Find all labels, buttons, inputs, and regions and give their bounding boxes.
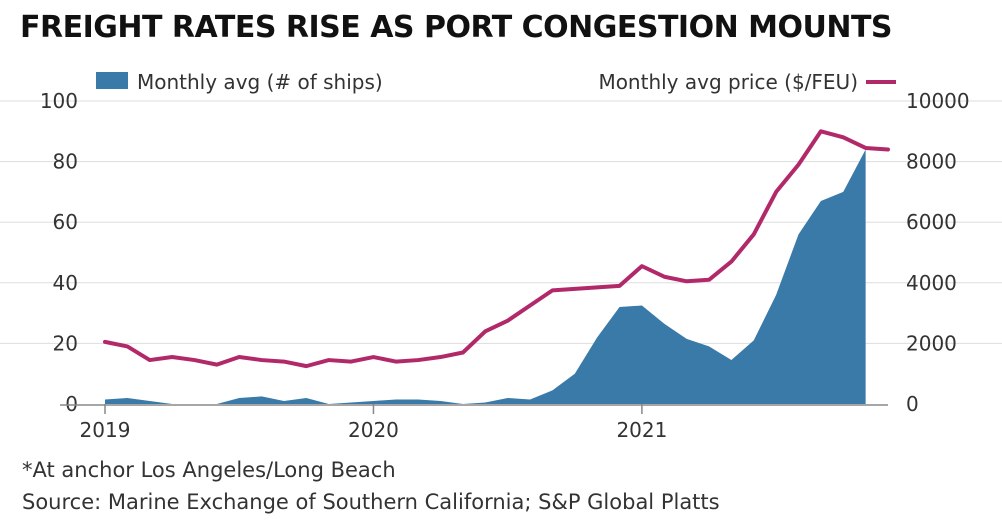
right-y-tick-label: 10000 <box>906 89 970 113</box>
left-y-tick-label: 100 <box>40 89 78 113</box>
legend: Monthly avg (# of ships) Monthly avg pric… <box>96 70 896 94</box>
left-y-tick-label: 0 <box>65 392 78 416</box>
source-note: Source: Marine Exchange of Southern Cali… <box>22 490 720 514</box>
right-y-tick-label: 4000 <box>906 271 957 295</box>
axes: 0 20 40 60 80 100 0 2000 4000 6000 8000 10000 2019 20… <box>40 89 970 442</box>
legend-label-price: Monthly avg price ($/FEU) <box>598 70 858 94</box>
left-y-tick-label: 20 <box>53 331 78 355</box>
right-y-tick-label: 6000 <box>906 210 957 234</box>
x-tick-label: 2020 <box>348 418 399 442</box>
footnote: *At anchor Los Angeles/Long Beach <box>22 458 396 482</box>
x-tick-label: 2021 <box>616 418 667 442</box>
x-tick-label: 2019 <box>80 418 131 442</box>
legend-label-ships: Monthly avg (# of ships) <box>137 70 383 94</box>
line-series-layer <box>103 129 890 369</box>
right-y-tick-label: 8000 <box>906 150 957 174</box>
ships-area <box>105 149 866 404</box>
legend-swatch-ships <box>96 72 128 89</box>
right-y-tick-label: 0 <box>906 392 919 416</box>
left-y-tick-label: 80 <box>53 150 78 174</box>
area-series-layer <box>105 149 866 404</box>
left-y-tick-label: 40 <box>53 271 78 295</box>
left-y-tick-label: 60 <box>53 210 78 234</box>
price-line <box>103 129 890 369</box>
chart-title: FREIGHT RATES RISE AS PORT CONGESTION MO… <box>20 10 893 45</box>
right-y-tick-label: 2000 <box>906 331 957 355</box>
